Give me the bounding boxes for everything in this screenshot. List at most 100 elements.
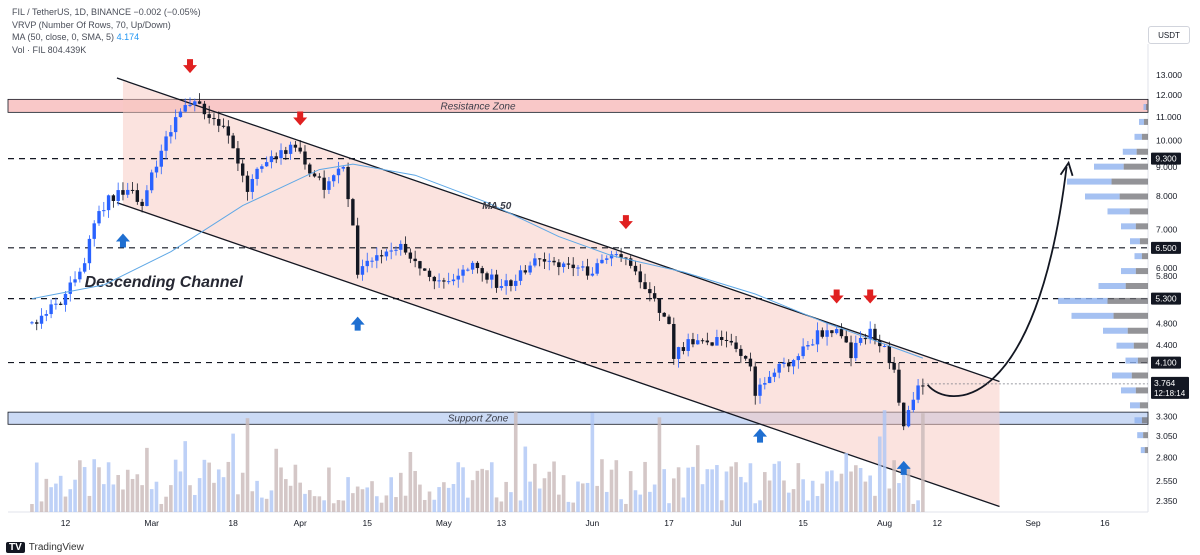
y-tick-label: 13.000 <box>1156 70 1182 80</box>
volume-bar <box>130 478 135 512</box>
candle-body <box>557 262 561 268</box>
volume-bar <box>470 480 475 512</box>
volume-bar <box>576 481 580 512</box>
candle-body <box>892 362 896 370</box>
candle-body <box>873 328 877 341</box>
volume-bar <box>379 502 384 512</box>
volume-bar <box>312 496 317 512</box>
candle-body <box>624 257 628 259</box>
candle-body <box>126 189 130 195</box>
candle-body <box>312 173 317 177</box>
candle-body <box>241 163 245 176</box>
candle-body <box>466 269 470 271</box>
volume-profile <box>1058 104 1148 454</box>
candle-body <box>317 176 322 178</box>
candle-body <box>648 289 652 294</box>
volume-bar <box>260 497 264 512</box>
current-price-tag <box>1151 376 1189 399</box>
volume-bar <box>97 467 101 512</box>
volume-bar <box>537 488 542 512</box>
candle-body <box>207 114 211 118</box>
volume-bar <box>734 462 738 512</box>
volume-bar <box>63 496 68 512</box>
candle-body <box>274 156 278 159</box>
volume-bar <box>101 484 106 512</box>
volume-bar <box>911 503 916 512</box>
candle-body <box>375 255 379 261</box>
volume-profile-bar-up <box>1067 178 1112 185</box>
candle-body <box>628 258 633 266</box>
volume-profile-bar-down <box>1144 447 1148 454</box>
candle-body <box>231 135 235 149</box>
volume-bar <box>346 477 350 512</box>
volume-profile-bar-up <box>1134 253 1142 260</box>
volume-bar <box>418 484 422 512</box>
candles <box>30 93 925 431</box>
volume-bar <box>624 503 628 512</box>
quote-currency-button[interactable]: USDT <box>1148 26 1190 44</box>
volume-bar <box>518 500 523 512</box>
volume-profile-bar-down <box>1137 357 1148 364</box>
x-tick-label: 12 <box>61 518 71 528</box>
volume-bar <box>801 479 805 512</box>
projection-curve <box>926 166 1068 398</box>
candle-body <box>696 340 700 345</box>
volume-bar <box>240 472 245 512</box>
y-tick-label: 12.000 <box>1156 90 1182 100</box>
candle-body <box>921 385 925 387</box>
candle-body <box>159 150 163 167</box>
volume-bar <box>303 493 307 512</box>
volume-bar <box>193 494 197 512</box>
candle-body <box>878 340 882 347</box>
candle-body <box>332 175 336 182</box>
candle-body <box>82 263 87 272</box>
candle-body <box>614 254 619 256</box>
candle-body <box>854 342 858 359</box>
volume-bar <box>777 461 781 512</box>
tradingview-logo[interactable]: TV TradingView <box>6 542 84 553</box>
volume-bar <box>451 484 456 512</box>
candle-body <box>820 330 824 337</box>
x-tick-label: 18 <box>228 518 238 528</box>
volume-bar <box>149 489 154 512</box>
candle-body <box>121 190 125 195</box>
volume-bar <box>921 413 925 512</box>
candle-body <box>585 266 590 276</box>
volume-bar <box>288 485 293 512</box>
level-price-label: 6.500 <box>1155 243 1177 253</box>
candle-body <box>102 210 106 212</box>
volume-bar <box>327 467 331 512</box>
candle-body <box>609 254 614 259</box>
volume-profile-bar-down <box>1127 327 1148 334</box>
candle-body <box>523 270 528 273</box>
y-tick-label: 2.350 <box>1156 496 1178 506</box>
level-lines <box>8 158 1148 364</box>
candle-body <box>154 166 159 173</box>
volume-profile-bar-up <box>1130 238 1140 245</box>
volume-bar <box>92 459 97 512</box>
volume-bar <box>710 469 714 512</box>
volume-profile-bar-down <box>1125 283 1148 289</box>
volume-bar <box>212 482 216 512</box>
volume-bar <box>830 470 834 512</box>
volume-bar <box>250 491 255 512</box>
candle-body <box>413 258 417 262</box>
volume-profile-bar-down <box>1143 118 1148 125</box>
volume-profile-bar-up <box>1058 297 1108 304</box>
volume-bar <box>389 477 393 512</box>
x-tick-label: Apr <box>294 518 307 528</box>
volume-bar <box>135 474 140 512</box>
volume-profile-bar-down <box>1111 178 1148 185</box>
volume-bar <box>274 448 279 512</box>
volume-bar <box>839 473 844 512</box>
level-price-tag <box>1151 241 1181 254</box>
volume-bar <box>375 496 379 512</box>
candle-body <box>902 402 906 427</box>
volume-bar <box>763 472 767 512</box>
candle-body <box>288 144 293 154</box>
candle-body <box>446 281 451 283</box>
candle-body <box>652 293 657 299</box>
volume-bar <box>758 500 762 512</box>
volume-bar <box>767 480 772 512</box>
